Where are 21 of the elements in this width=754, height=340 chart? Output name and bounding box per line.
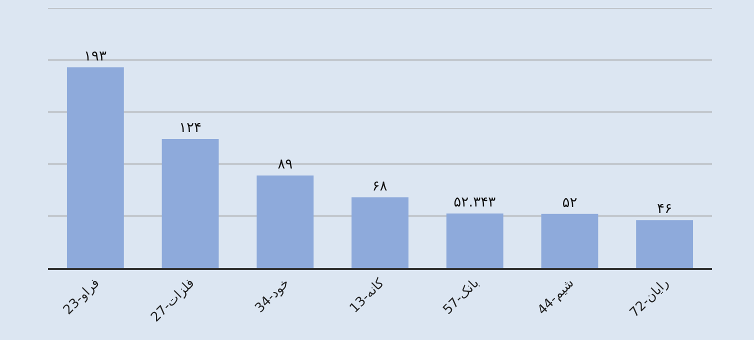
data-label: ۱۹۳ — [84, 48, 107, 64]
bar — [446, 214, 504, 268]
bar — [256, 175, 314, 268]
data-label: ۶۸ — [372, 178, 388, 194]
data-label: ۱۲۴ — [179, 120, 202, 136]
bar — [541, 214, 598, 268]
x-tick-label: 23-فراو — [60, 276, 103, 318]
data-label: ۴۶ — [657, 201, 672, 218]
bar — [352, 197, 408, 268]
x-tick-label: 72-رایان — [627, 276, 672, 321]
x-tick-label: 44-شیم — [534, 276, 578, 318]
x-tick-label: 34-خود — [252, 276, 293, 316]
data-label: ۵۲ — [562, 194, 578, 211]
data-label: ۸۹ — [278, 156, 293, 172]
bar — [636, 220, 694, 268]
x-tick-label: 27-فلزات — [148, 276, 198, 326]
x-tick-label: 57-بانک — [440, 276, 482, 318]
x-tick-label: 13-کانه — [347, 275, 388, 316]
bar — [66, 67, 124, 268]
data-label: ۵۲.۳۴۳ — [454, 194, 496, 211]
bar — [162, 139, 219, 268]
